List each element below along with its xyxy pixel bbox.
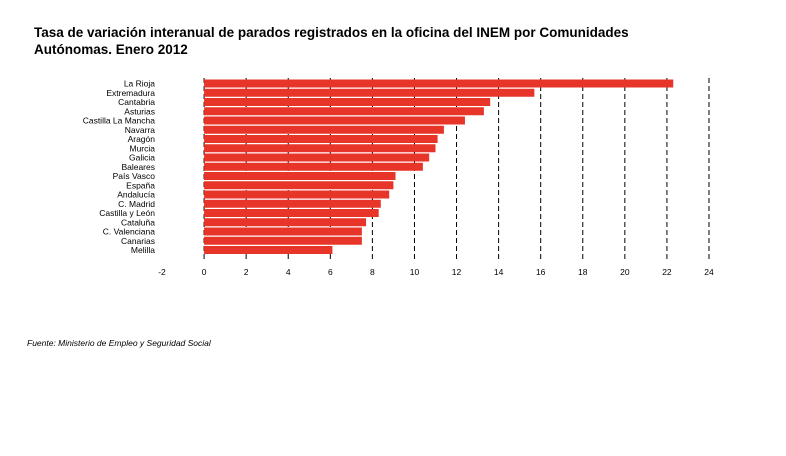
x-tick-label: 14 [494,267,504,277]
category-label: Cataluña [121,217,155,227]
x-tick-label: 20 [620,267,630,277]
bar [204,88,535,97]
category-label: España [126,180,155,190]
bar [204,236,362,245]
category-label: C. Valenciana [103,227,156,237]
bar [204,98,491,106]
category-label: Andalucía [117,190,155,200]
x-tick-label: 16 [536,267,546,277]
category-label: Murcia [129,143,155,153]
x-tick-label: 22 [662,267,672,277]
source-note: Fuente: Ministerio de Empleo y Seguridad… [27,338,211,348]
category-label: Asturias [124,106,155,116]
x-tick-label: 6 [328,267,333,277]
x-tick-label: 10 [410,267,420,277]
category-labels: La RiojaExtremaduraCantabriaAsturiasCast… [83,79,156,256]
category-label: Baleares [121,162,155,172]
bar [204,218,367,227]
x-tick-label: -2 [158,267,166,277]
category-label: C. Madrid [118,199,155,209]
bar [204,116,465,125]
category-label: Canarias [121,236,155,246]
category-label: Extremadura [106,88,155,98]
category-label: Aragón [128,134,156,144]
x-tick-label: 8 [370,267,375,277]
category-label: Cantabria [118,97,155,107]
x-tick-label: 0 [202,267,207,277]
bar [204,209,379,217]
x-tick-label: 12 [452,267,462,277]
chart-title: Tasa de variación interanual de parados … [34,25,629,57]
x-axis-tick-labels: -2 0 2 4 6 8 10 12 14 16 18 20 22 24 [158,267,714,277]
x-tick-label: 24 [704,267,714,277]
bar [204,190,390,199]
category-label: Castilla La Mancha [83,116,156,126]
bar [204,79,674,88]
bar-series [204,79,674,254]
bar [204,153,430,162]
category-label: Castilla y León [99,208,155,218]
x-tick-label: 2 [244,267,249,277]
x-tick-label: 4 [286,267,291,277]
bar [204,199,381,208]
bar [204,246,333,254]
bar [204,181,394,190]
category-label: Galicia [129,153,155,163]
x-tick-label: 18 [578,267,588,277]
bar [204,135,438,143]
category-label: La Rioja [124,79,155,89]
category-label: Navarra [125,125,156,135]
bar [204,227,362,236]
category-label: Melilla [131,245,155,255]
bar [204,107,484,116]
bar [204,144,436,153]
category-label: País Vasco [113,171,156,181]
bar [204,125,444,134]
bar [204,162,423,171]
bar [204,172,396,180]
